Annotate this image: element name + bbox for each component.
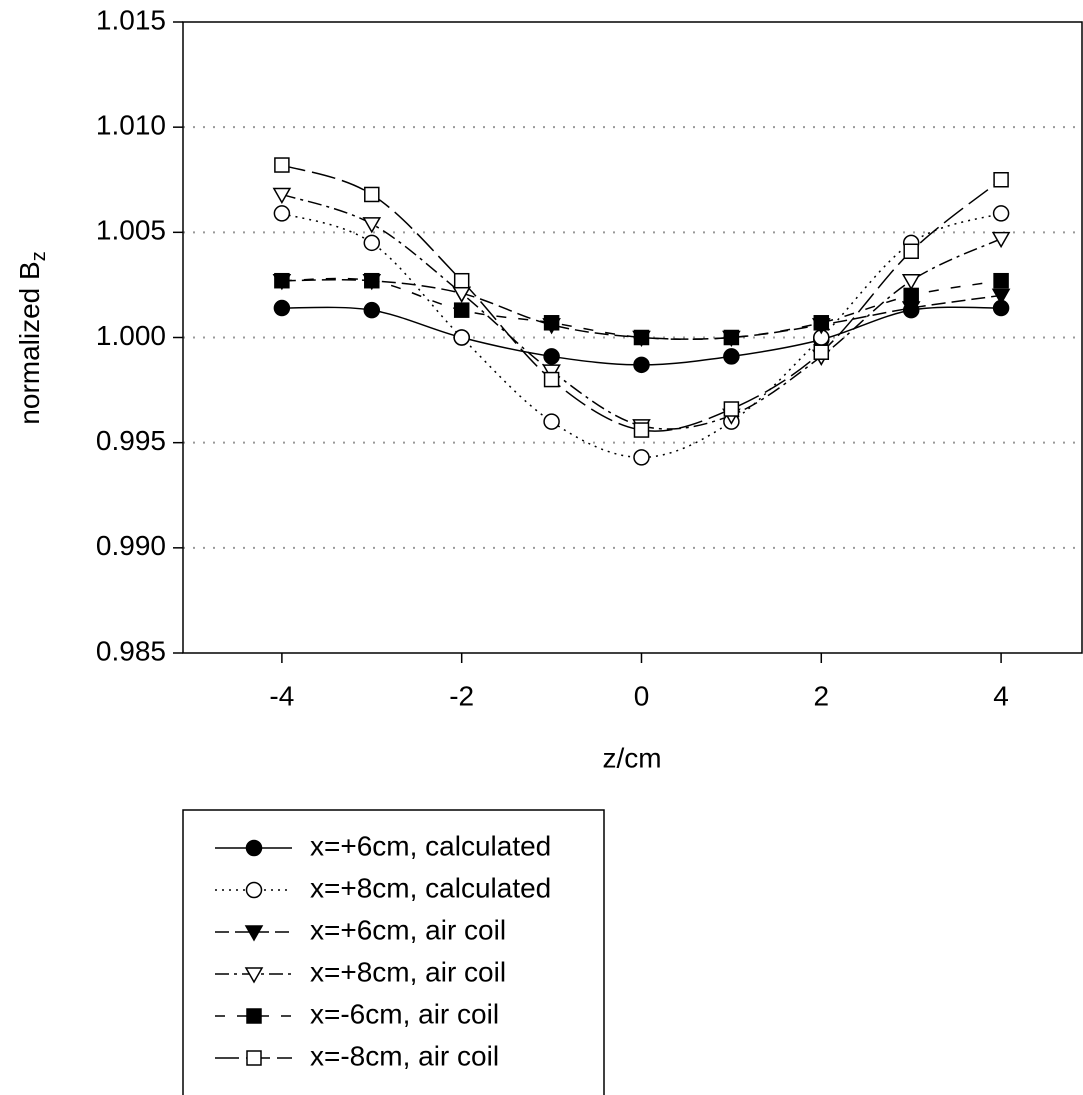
legend-label: x=-6cm, air coil (310, 998, 499, 1029)
plot-frame (182, 21, 1083, 654)
legend-marker (245, 839, 263, 857)
marker (901, 273, 921, 291)
legend-marker (246, 1008, 262, 1024)
marker (633, 422, 650, 438)
marker (273, 299, 291, 317)
x-axis-label: z/cm (602, 742, 661, 773)
marker (273, 205, 291, 222)
marker (993, 172, 1009, 188)
legend-label: x=+8cm, air coil (310, 956, 506, 987)
legend-marker (246, 1050, 262, 1066)
marker (274, 272, 290, 289)
marker (543, 413, 560, 430)
y-tick-label: 0.985 (96, 635, 166, 666)
marker (991, 288, 1011, 305)
legend-label: x=-8cm, air coil (310, 1040, 499, 1071)
legend-marker (244, 967, 264, 984)
marker (813, 315, 830, 331)
marker (813, 344, 830, 360)
marker (363, 301, 381, 319)
marker (543, 348, 560, 365)
marker (991, 231, 1011, 249)
x-tick-label: -4 (269, 680, 294, 711)
y-tick-label: 1.005 (96, 215, 166, 246)
legend-label: x=+8cm, calculated (310, 872, 551, 903)
x-tick-label: 2 (814, 680, 830, 711)
legend-marker (244, 925, 264, 942)
x-tick-label: 4 (993, 680, 1009, 711)
y-tick-label: 0.990 (96, 530, 166, 561)
marker (362, 217, 382, 234)
marker (903, 243, 919, 260)
legend-marker (245, 881, 263, 899)
marker (453, 272, 470, 289)
marker (903, 287, 919, 304)
marker (723, 329, 740, 346)
marker (453, 329, 470, 346)
y-axis-label: normalized Bz (14, 251, 50, 424)
y-tick-label: 1.000 (96, 320, 166, 351)
marker (723, 401, 740, 417)
y-tick-label: 1.010 (96, 110, 166, 141)
marker (363, 234, 381, 252)
marker (993, 272, 1009, 289)
marker (633, 356, 650, 374)
marker (364, 272, 380, 289)
marker (633, 449, 650, 466)
marker (543, 315, 560, 331)
series-line (281, 277, 1002, 341)
y-axis-label-main: normalized B (14, 261, 45, 424)
x-tick-label: 0 (634, 680, 650, 711)
marker (274, 157, 290, 173)
marker (723, 348, 740, 365)
y-axis-label-subscript: z (28, 251, 50, 261)
marker (364, 186, 380, 203)
legend-label: x=+6cm, calculated (310, 830, 551, 861)
marker (543, 371, 560, 388)
marker (992, 205, 1010, 222)
y-tick-label: 1.015 (96, 4, 166, 35)
x-tick-label: -2 (449, 680, 474, 711)
series-line (281, 164, 1002, 432)
legend-box (182, 809, 605, 1095)
legend-label: x=+6cm, air coil (310, 914, 506, 945)
y-tick-label: 0.995 (96, 425, 166, 456)
marker (453, 302, 470, 318)
marker (633, 329, 650, 346)
marker (272, 187, 292, 204)
